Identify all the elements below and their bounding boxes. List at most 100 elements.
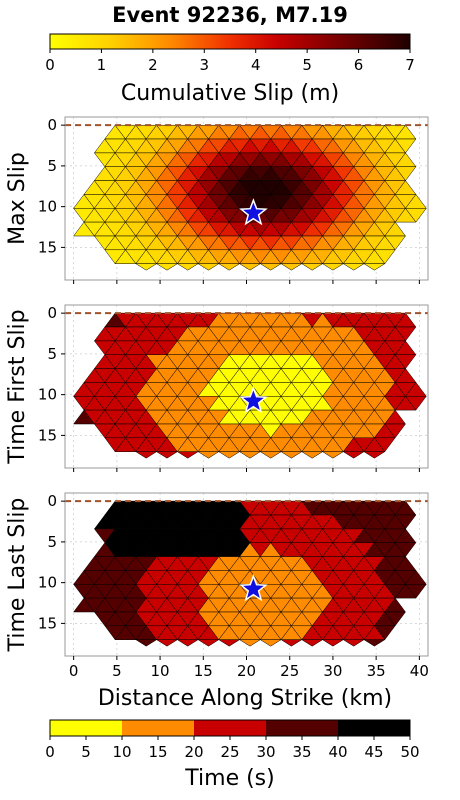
y-tick-label: 5 <box>47 157 57 175</box>
mesh-triangle <box>217 451 241 459</box>
max-slip-panel: 0 5 10 15 Max Slip <box>5 116 429 284</box>
mesh-triangle <box>197 263 220 271</box>
mesh-triangle <box>197 451 220 459</box>
slip-colorbar-tick-label: 5 <box>302 56 312 74</box>
mesh-triangle <box>342 263 365 271</box>
time-colorbar-tick-label: 50 <box>400 743 419 761</box>
x-tick-label: 5 <box>112 662 122 680</box>
mesh-triangle <box>321 263 345 271</box>
mesh-triangle <box>155 263 179 271</box>
y-tick-label: 5 <box>47 533 57 551</box>
mesh-triangle <box>238 263 262 271</box>
mesh-triangle <box>176 263 199 271</box>
time-colorbar-tick-label: 15 <box>148 743 167 761</box>
y-tick-label: 10 <box>38 198 57 216</box>
time-colorbar-tick-label: 20 <box>184 743 203 761</box>
time-colorbar-label: Time (s) <box>184 766 274 791</box>
mesh-triangle <box>373 625 396 641</box>
x-tick-label: 10 <box>151 662 170 680</box>
slip-colorbar-tick-label: 7 <box>405 56 415 74</box>
slip-colorbar-tick-label: 6 <box>354 56 364 74</box>
time-colorbar-bin <box>266 720 338 736</box>
mesh-triangle <box>300 639 324 647</box>
y-axis-label: Max Slip <box>5 152 30 245</box>
mesh-triangle <box>280 451 303 459</box>
mesh-triangle <box>394 542 417 558</box>
mesh-triangle <box>394 354 417 370</box>
mesh-triangle <box>363 451 386 459</box>
time-last-slip-panel: 0 5 10 15 0 5 10 15 20 25 30 35 40 Time Last Slip <box>5 492 429 680</box>
mesh-triangle <box>394 166 417 182</box>
mesh-triangle <box>135 639 158 647</box>
mesh-triangle <box>259 451 282 459</box>
slip-colorbar-gradient <box>49 33 411 50</box>
y-axis-label: Time First Slip <box>5 309 30 464</box>
time-colorbar-bin <box>122 720 194 736</box>
x-tick-label: 0 <box>69 662 79 680</box>
mesh-triangle <box>404 396 427 411</box>
mesh-triangle <box>176 451 199 459</box>
hypocenter-star-icon <box>239 386 268 414</box>
mesh-triangle <box>217 639 241 647</box>
mesh-triangle <box>342 639 365 647</box>
mesh-triangle <box>238 451 262 459</box>
mesh-triangle <box>373 249 396 265</box>
fault-mesh <box>73 312 427 459</box>
x-tick-label: 15 <box>194 662 213 680</box>
time-colorbar-tick-label: 45 <box>364 743 383 761</box>
mesh-triangle <box>135 451 158 459</box>
mesh-triangle <box>394 326 417 342</box>
slip-colorbar-tick-label: 0 <box>45 56 55 74</box>
time-colorbar-tick-label: 35 <box>292 743 311 761</box>
mesh-triangle <box>300 451 324 459</box>
slip-colorbar-tick-label: 1 <box>97 56 107 74</box>
time-colorbar-tick-label: 5 <box>81 743 91 761</box>
x-tick-label: 25 <box>280 662 299 680</box>
x-tick-label: 30 <box>323 662 342 680</box>
mesh-triangle <box>404 584 427 599</box>
time-colorbar: 0 5 10 15 20 25 30 35 40 45 50 Time (s) <box>45 719 420 791</box>
y-tick-label: 15 <box>38 614 57 632</box>
y-tick-label: 10 <box>38 386 57 404</box>
time-colorbar-bin <box>194 720 266 736</box>
y-tick-label: 15 <box>38 426 57 444</box>
mesh-triangle <box>363 639 386 647</box>
y-tick-label: 0 <box>47 116 57 134</box>
mesh-triangle <box>280 639 303 647</box>
mesh-triangle <box>155 451 179 459</box>
hypocenter-star-icon <box>239 198 268 226</box>
mesh-triangle <box>394 138 417 154</box>
x-axis-label: Distance Along Strike (km) <box>98 686 392 711</box>
time-colorbar-tick-label: 10 <box>112 743 131 761</box>
x-tick-label: 35 <box>367 662 386 680</box>
mesh-triangle <box>217 263 241 271</box>
time-colorbar-bin <box>50 720 122 736</box>
mesh-triangle <box>135 263 158 271</box>
mesh-triangle <box>259 263 282 271</box>
slip-colorbar-tick-label: 3 <box>200 56 210 74</box>
mesh-triangle <box>197 639 220 647</box>
y-tick-label: 5 <box>47 345 57 363</box>
mesh-triangle <box>384 611 406 627</box>
time-colorbar-tick-label: 40 <box>328 743 347 761</box>
slip-colorbar-tick-label: 4 <box>251 56 261 74</box>
mesh-triangle <box>238 639 262 647</box>
x-tick-label: 40 <box>410 662 429 680</box>
mesh-triangle <box>280 263 303 271</box>
mesh-triangle <box>259 639 282 647</box>
mesh-triangle <box>384 235 406 251</box>
y-tick-label: 0 <box>47 304 57 322</box>
hypocenter-star-icon <box>239 574 268 602</box>
y-tick-label: 15 <box>38 238 57 256</box>
mesh-triangle <box>342 451 365 459</box>
y-tick-label: 0 <box>47 492 57 510</box>
y-tick-label: 10 <box>38 574 57 592</box>
mesh-triangle <box>373 437 396 453</box>
y-axis-label: Time Last Slip <box>5 498 30 653</box>
mesh-triangle <box>155 639 179 647</box>
figure-title: Event 92236, M7.19 <box>112 3 348 27</box>
mesh-triangle <box>404 208 427 223</box>
time-colorbar-tick-label: 25 <box>220 743 239 761</box>
mesh-triangle <box>394 514 417 530</box>
